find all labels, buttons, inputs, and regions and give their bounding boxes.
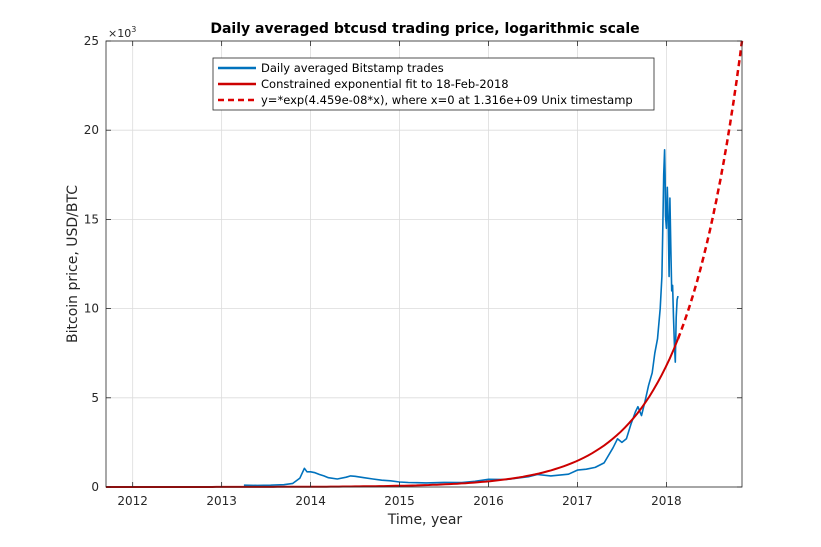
y-tick-label: 15 [84,212,99,226]
chart-title: Daily averaged btcusd trading price, log… [210,21,639,37]
legend-label-extrapolation: y=*exp(4.459e-08*x), where x=0 at 1.316e… [261,93,633,107]
y-tick-label: 20 [84,123,99,137]
legend-box [212,57,655,111]
x-tick-label: 2012 [117,494,148,508]
x-tick-label: 2018 [651,494,682,508]
x-tick-label: 2014 [295,494,326,508]
x-tick-label: 2016 [473,494,504,508]
series-extrapolation-line [676,40,744,340]
legend-label-fit: Constrained exponential fit to 18-Feb-20… [261,77,509,91]
y-tick-label: 25 [84,34,99,48]
plot-frame [105,40,743,488]
legend: Daily averaged Bitstamp trades Constrain… [212,57,655,111]
y-axis: 0 5 10 15 20 25 [84,34,742,494]
y-axis-label: Bitcoin price, USD/BTC [65,185,81,343]
plot-area [106,41,742,487]
y-exponent-label: ×103 [108,25,136,40]
x-tick-label: 2015 [384,494,415,508]
legend-label-trades: Daily averaged Bitstamp trades [261,61,444,75]
x-tick-label: 2017 [562,494,593,508]
x-axis-label: Time, year [387,512,463,528]
x-tick-label: 2013 [206,494,237,508]
y-tick-label: 10 [84,302,99,316]
y-tick-label: 0 [91,480,99,494]
x-axis: 2012 2013 2014 2015 2016 2017 2018 [117,41,682,508]
series-bitstamp-line [243,149,679,487]
y-tick-label: 5 [91,391,99,405]
